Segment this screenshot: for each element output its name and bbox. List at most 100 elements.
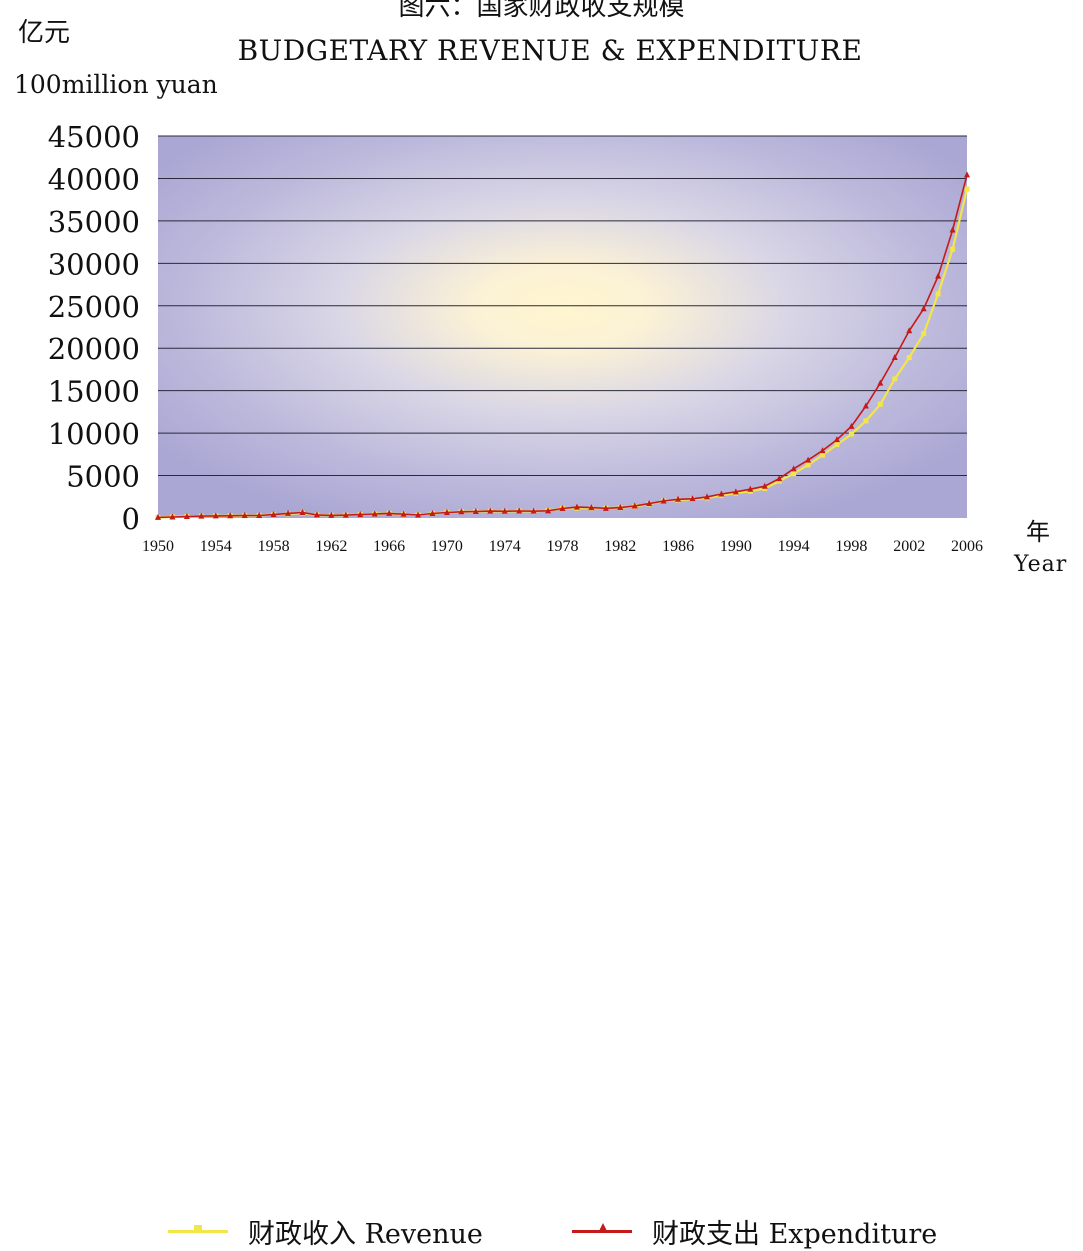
x-tick-label: 1982 bbox=[604, 538, 636, 555]
chart-title-chinese: 图六：国家财政收支规模 bbox=[398, 0, 685, 22]
data-point-expenditure bbox=[501, 507, 508, 514]
data-point-expenditure bbox=[848, 422, 855, 429]
data-point-revenue bbox=[791, 471, 797, 477]
data-point-revenue bbox=[964, 186, 970, 192]
legend-marker-expenditure bbox=[598, 1223, 608, 1233]
x-tick-label: 1986 bbox=[662, 538, 694, 555]
data-point-expenditure bbox=[588, 504, 595, 511]
data-point-expenditure bbox=[386, 509, 393, 516]
data-point-revenue bbox=[935, 291, 941, 297]
data-point-expenditure bbox=[805, 456, 812, 463]
legend-swatch-revenue bbox=[168, 1225, 228, 1233]
y-tick-label: 25000 bbox=[48, 290, 140, 324]
data-point-expenditure bbox=[285, 509, 292, 516]
x-axis-unit: Year bbox=[1014, 552, 1068, 577]
y-tick-label: 10000 bbox=[48, 417, 140, 451]
x-tick-label: 2006 bbox=[951, 538, 983, 555]
data-point-expenditure bbox=[299, 509, 306, 516]
y-axis-unit: 100million yuan bbox=[14, 70, 218, 99]
data-point-expenditure bbox=[328, 511, 335, 518]
x-axis-ticks: 1950 1954 1958 1962 1966 1970 1974 1978 1982 1986… bbox=[142, 538, 983, 555]
data-point-expenditure bbox=[256, 511, 263, 518]
x-tick-label: 1950 bbox=[142, 538, 174, 555]
x-tick-label: 1962 bbox=[315, 538, 347, 555]
data-point-expenditure bbox=[862, 402, 869, 409]
data-point-expenditure bbox=[891, 354, 898, 361]
data-point-revenue bbox=[950, 246, 956, 252]
data-point-expenditure bbox=[270, 511, 277, 518]
series-layer bbox=[155, 171, 970, 520]
data-point-expenditure bbox=[415, 511, 422, 518]
y-tick-label: 0 bbox=[122, 502, 140, 536]
x-tick-label: 1990 bbox=[720, 538, 752, 555]
y-tick-label: 5000 bbox=[66, 460, 140, 494]
data-point-expenditure bbox=[530, 507, 537, 514]
gridlines bbox=[158, 135, 967, 477]
x-axis-unit-chinese: 年 bbox=[1026, 518, 1050, 546]
chart-title: BUDGETARY REVENUE & EXPENDITURE bbox=[237, 34, 863, 67]
data-point-expenditure bbox=[776, 475, 783, 482]
y-tick-label: 45000 bbox=[48, 120, 140, 154]
plot-area bbox=[158, 136, 967, 518]
data-point-expenditure bbox=[227, 512, 234, 519]
data-point-expenditure bbox=[833, 436, 840, 443]
data-point-revenue bbox=[877, 401, 883, 407]
data-point-expenditure bbox=[559, 504, 566, 511]
data-point-expenditure bbox=[761, 482, 768, 489]
data-point-expenditure bbox=[487, 507, 494, 514]
data-point-expenditure bbox=[877, 379, 884, 386]
data-point-expenditure bbox=[964, 171, 970, 178]
data-point-revenue bbox=[892, 376, 898, 382]
data-point-expenditure bbox=[429, 510, 436, 517]
data-point-expenditure bbox=[631, 502, 638, 509]
data-point-expenditure bbox=[342, 511, 349, 518]
x-tick-label: 1954 bbox=[200, 538, 232, 555]
x-tick-label: 1994 bbox=[778, 538, 810, 555]
legend-item-expenditure: 财政支出 Expenditure bbox=[572, 1212, 937, 1251]
data-point-expenditure bbox=[516, 507, 523, 514]
y-tick-label: 15000 bbox=[48, 375, 140, 409]
data-point-expenditure bbox=[357, 511, 364, 518]
data-point-expenditure bbox=[646, 500, 653, 507]
data-point-expenditure bbox=[949, 226, 956, 233]
data-point-expenditure bbox=[935, 272, 942, 279]
data-point-expenditure bbox=[689, 495, 696, 502]
y-tick-label: 40000 bbox=[48, 162, 140, 196]
x-tick-label: 1978 bbox=[547, 538, 579, 555]
y-tick-label: 30000 bbox=[48, 247, 140, 281]
data-point-expenditure bbox=[602, 504, 609, 511]
data-point-expenditure bbox=[183, 513, 190, 520]
data-point-expenditure bbox=[443, 508, 450, 515]
y-axis-unit-chinese: 亿元 bbox=[18, 18, 71, 48]
x-tick-label: 1958 bbox=[258, 538, 290, 555]
data-point-expenditure bbox=[819, 447, 826, 454]
data-point-revenue bbox=[863, 418, 869, 424]
legend: 财政收入 Revenue 财政支出 Expenditure bbox=[0, 600, 1083, 1250]
data-point-expenditure bbox=[371, 510, 378, 517]
data-point-expenditure bbox=[617, 504, 624, 511]
legend-label-revenue: 财政收入 Revenue bbox=[248, 1219, 483, 1250]
data-point-revenue bbox=[805, 462, 811, 468]
x-tick-label: 1966 bbox=[373, 538, 405, 555]
data-point-expenditure bbox=[545, 507, 552, 514]
x-tick-label: 1974 bbox=[489, 538, 521, 555]
data-point-expenditure bbox=[675, 495, 682, 502]
data-point-expenditure bbox=[198, 512, 205, 519]
x-tick-label: 1998 bbox=[835, 538, 867, 555]
data-point-expenditure bbox=[660, 497, 667, 504]
data-point-expenditure bbox=[212, 512, 219, 519]
data-point-expenditure bbox=[747, 485, 754, 492]
data-point-expenditure bbox=[732, 488, 739, 495]
data-point-revenue bbox=[906, 355, 912, 361]
data-point-expenditure bbox=[718, 490, 725, 497]
data-point-expenditure bbox=[790, 465, 797, 472]
y-tick-label: 20000 bbox=[48, 332, 140, 366]
series-expenditure bbox=[155, 171, 970, 520]
legend-marker-revenue bbox=[194, 1225, 202, 1233]
data-point-revenue bbox=[834, 442, 840, 448]
data-point-expenditure bbox=[400, 510, 407, 517]
y-tick-label: 35000 bbox=[48, 205, 140, 239]
data-point-expenditure bbox=[703, 493, 710, 500]
y-axis-ticks: 0 5000 10000 15000 20000 25000 30000 35000 40000… bbox=[48, 120, 140, 536]
data-point-revenue bbox=[848, 431, 854, 437]
